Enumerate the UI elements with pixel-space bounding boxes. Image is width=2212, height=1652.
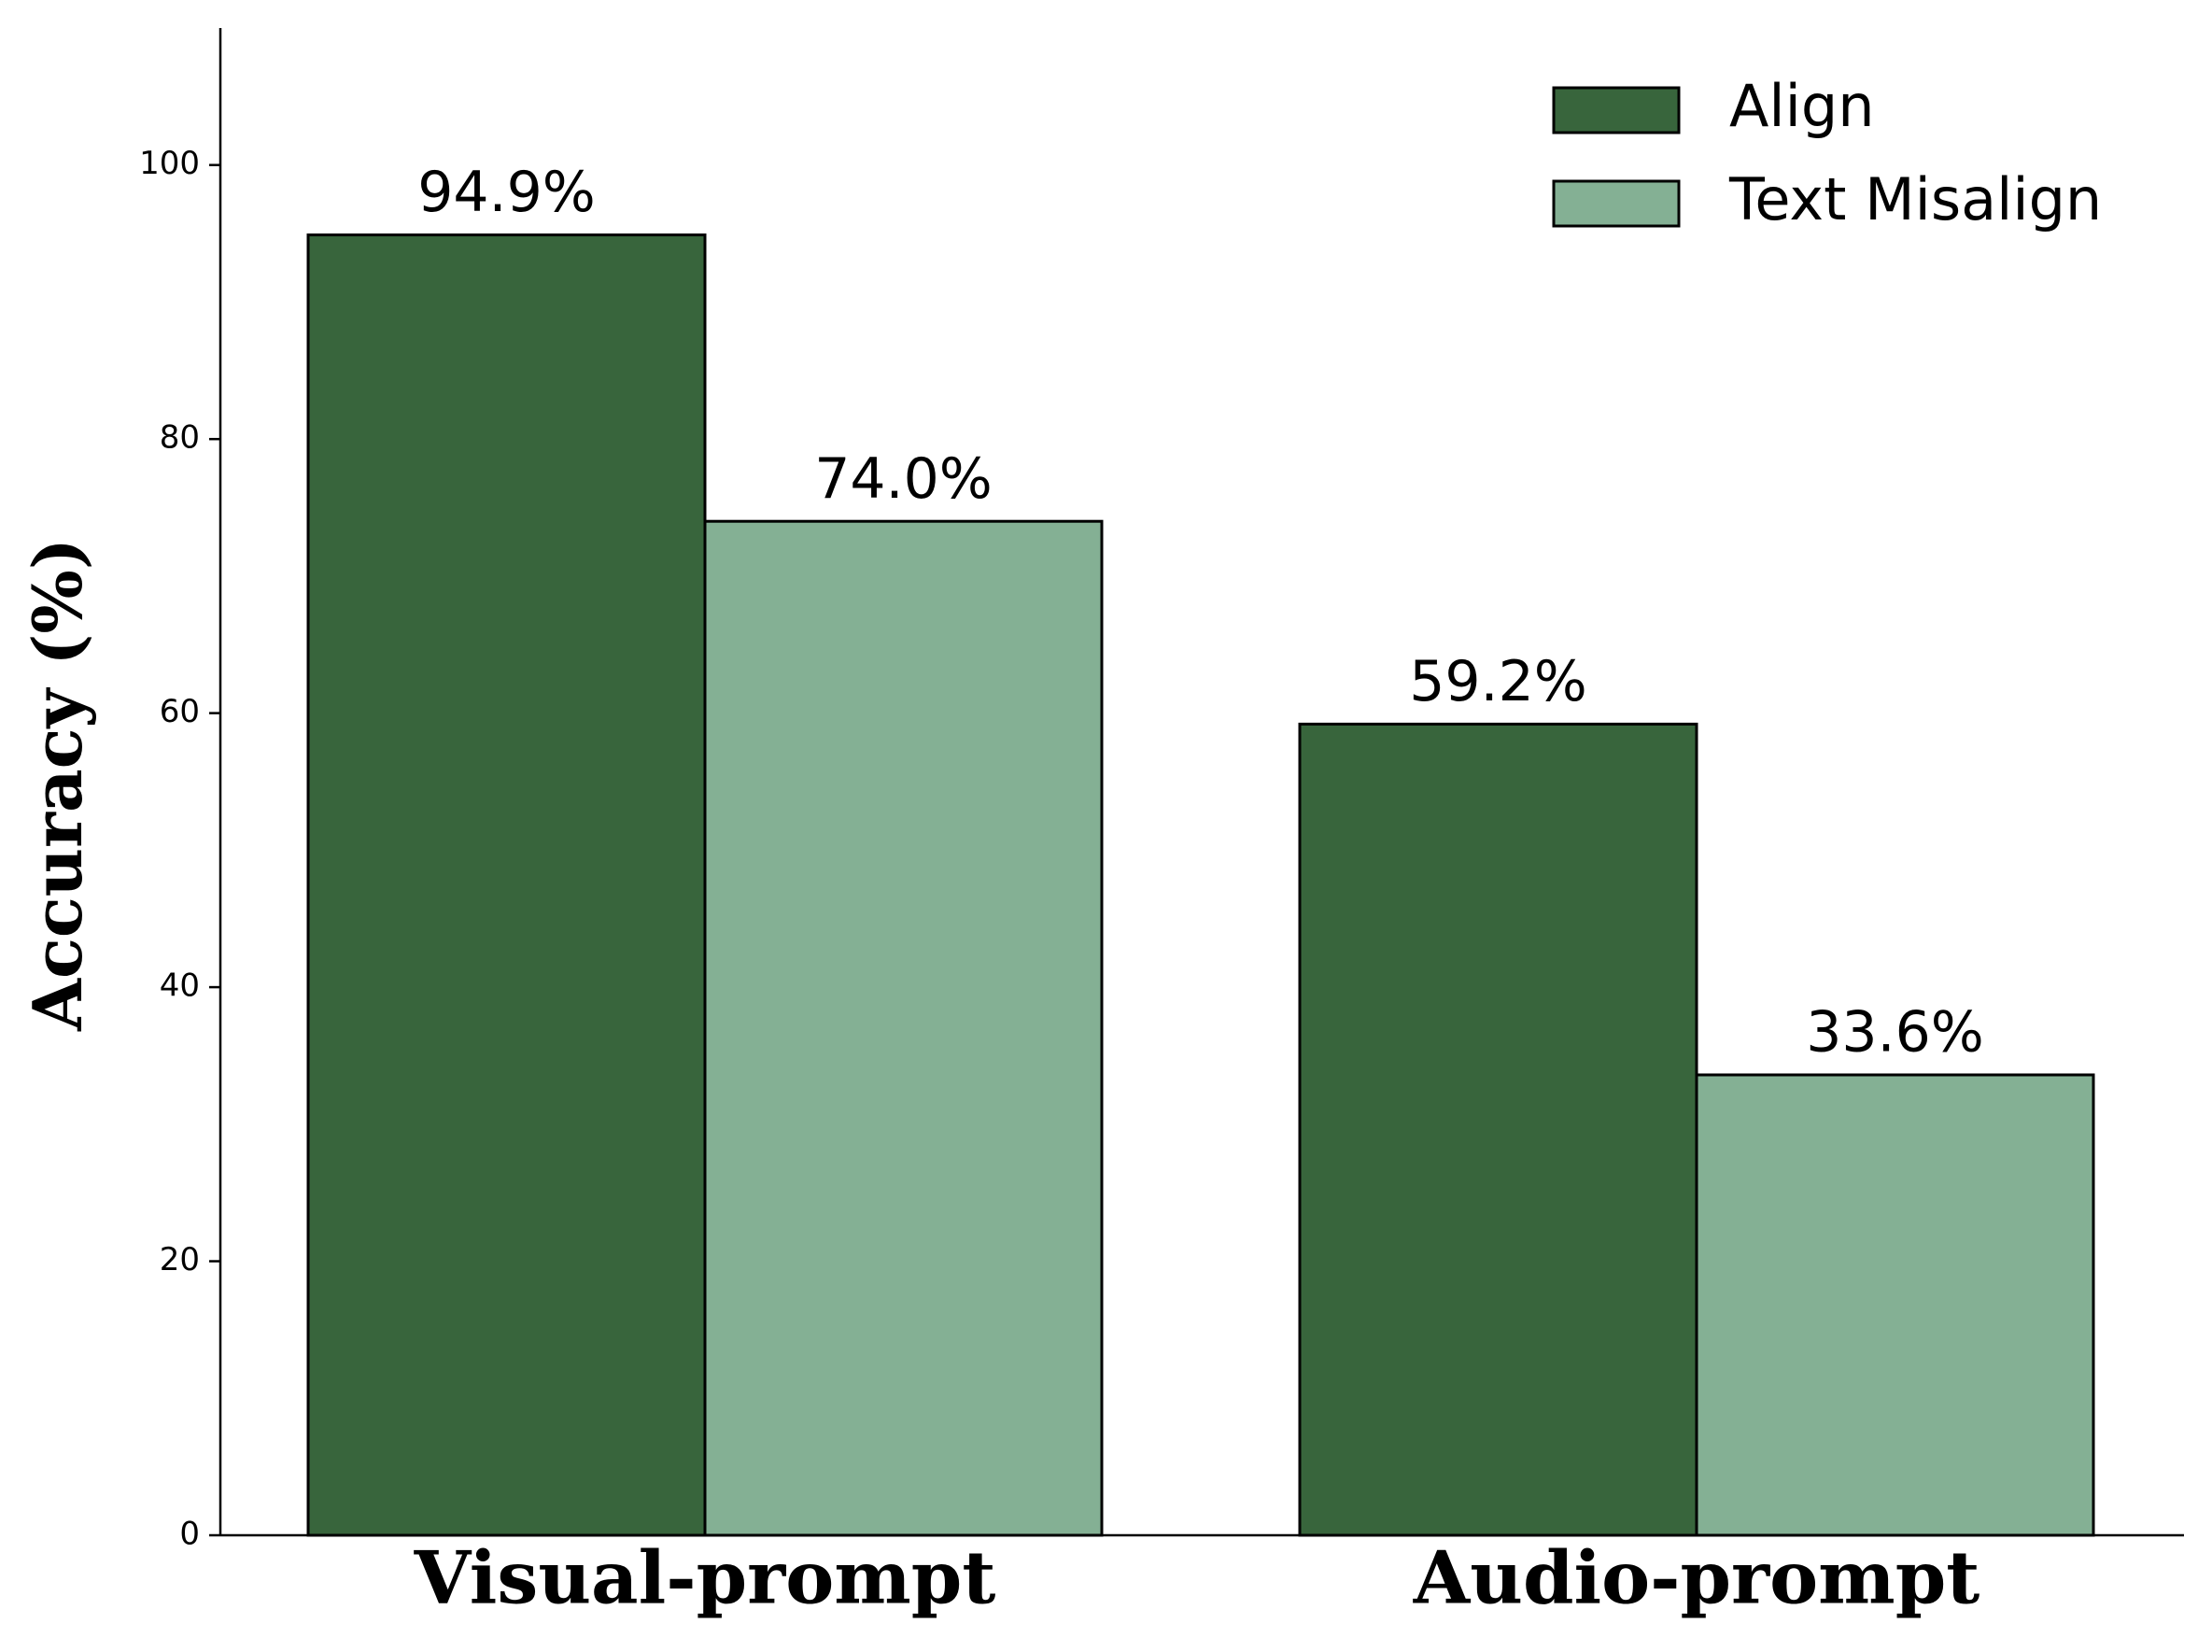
bar [1298,722,1698,1537]
value-label: 59.2% [1409,649,1587,714]
bar [306,233,707,1537]
y-axis-label: Accuracy (%) [18,538,97,1032]
y-tick-label: 0 [179,1516,200,1553]
y-tick-label: 40 [160,967,200,1005]
legend-label: Text Misalign [1728,165,2102,233]
legend-label: Align [1729,72,1875,140]
y-tick-label: 20 [160,1241,200,1278]
legend-swatch [1552,86,1681,134]
value-label: 33.6% [1806,1000,1984,1066]
legend-swatch [1552,179,1681,228]
bar [1695,1073,2095,1537]
bar [703,519,1104,1537]
y-tick-label: 60 [160,693,200,730]
y-tick-label: 80 [160,419,200,457]
value-label: 94.9% [417,160,596,225]
value-label: 74.0% [814,446,993,512]
x-tick-label: Visual-prompt [414,1536,996,1621]
x-tick-label: Audio-prompt [1413,1536,1980,1621]
y-tick-label: 100 [139,145,200,182]
